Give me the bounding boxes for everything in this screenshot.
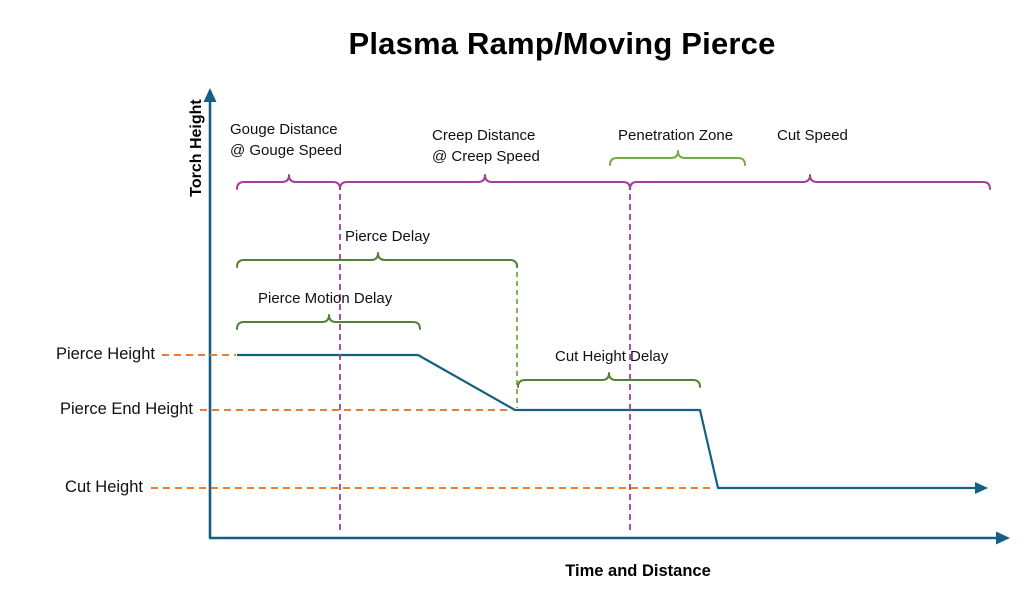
x-axis-arrow-icon bbox=[996, 531, 1010, 545]
y-axis-label: Torch Height bbox=[188, 99, 205, 197]
x-axis-label: Time and Distance bbox=[565, 562, 711, 580]
pierce-delay-label: Pierce Delay bbox=[345, 228, 431, 245]
creep-distance-brace bbox=[339, 174, 631, 190]
creep-distance-label-line2: @ Creep Speed bbox=[432, 148, 540, 165]
y-axis-arrow-icon bbox=[203, 88, 217, 102]
pierce-end-height-label: Pierce End Height bbox=[60, 400, 193, 418]
creep-distance-label-line1: Creep Distance bbox=[432, 127, 536, 144]
gouge-distance-label-line1: Gouge Distance bbox=[230, 121, 338, 138]
cut-height-delay-label: Cut Height Delay bbox=[555, 348, 669, 365]
profile-arrow-icon bbox=[975, 482, 988, 494]
penetration-zone-brace bbox=[609, 150, 746, 166]
gouge-distance-label: Gouge Distance @ Gouge Speed bbox=[230, 119, 342, 161]
cut-speed-label: Cut Speed bbox=[777, 127, 848, 144]
cut-speed-brace bbox=[629, 174, 991, 190]
gouge-distance-label-line2: @ Gouge Speed bbox=[230, 142, 342, 159]
creep-distance-label: Creep Distance @ Creep Speed bbox=[432, 125, 540, 167]
cut-height-label: Cut Height bbox=[65, 478, 143, 496]
pierce-height-label: Pierce Height bbox=[55, 345, 155, 363]
penetration-zone-label: Penetration Zone bbox=[618, 127, 734, 144]
torch-height-profile-line bbox=[237, 353, 977, 490]
gouge-distance-brace bbox=[236, 174, 341, 190]
pierce-motion-delay-brace bbox=[236, 314, 421, 330]
pierce-delay-brace bbox=[236, 252, 518, 268]
diagram-title: Plasma Ramp/Moving Pierce bbox=[348, 26, 776, 61]
pierce-motion-delay-label: Pierce Motion Delay bbox=[258, 290, 393, 307]
cut-height-delay-brace bbox=[517, 372, 701, 388]
